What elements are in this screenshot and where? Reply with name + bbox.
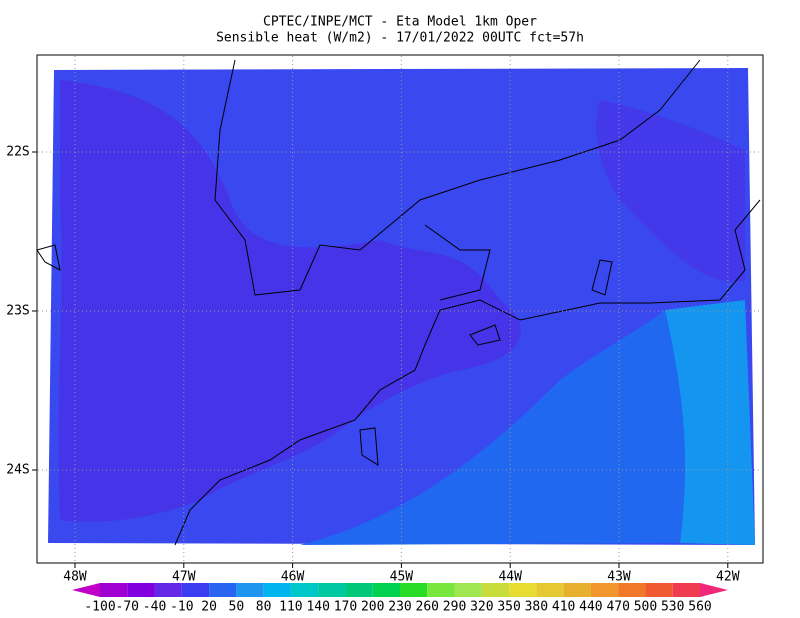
colorbar-box <box>509 583 537 597</box>
coastlines <box>36 59 761 546</box>
colorbar-label: 200 <box>361 600 384 615</box>
colorbar-box <box>100 583 128 597</box>
colorbar-label: 440 <box>579 600 602 615</box>
colorbar-box <box>127 583 155 597</box>
colorbar-box <box>618 583 646 597</box>
lon-label: 47W <box>172 570 196 585</box>
border <box>214 59 701 296</box>
colorbar-box <box>672 583 700 597</box>
colorbar-label: 470 <box>606 600 629 615</box>
field-low <box>58 80 521 522</box>
graticule <box>32 56 762 568</box>
colorbar-label: -70 <box>116 600 139 615</box>
field-low <box>596 100 745 282</box>
axis-labels: 48W 47W 46W 45W 44W 43W 42W 22S 23S 24S <box>6 145 739 585</box>
lon-label: 46W <box>281 570 305 585</box>
lon-label: 43W <box>607 570 631 585</box>
field-high <box>665 300 755 545</box>
lon-label: 48W <box>63 570 87 585</box>
colorbar-label: -100 <box>84 600 115 615</box>
island <box>359 427 379 466</box>
colorbar-label: 230 <box>388 600 411 615</box>
colorbar-label: 320 <box>470 600 493 615</box>
colorbar-box <box>372 583 400 597</box>
colorbar: -100 -70 -40 -10 20 50 80 110 140 170 200 230 260 290… <box>72 583 728 615</box>
island <box>469 324 501 346</box>
colorbar-box <box>454 583 482 597</box>
colorbar-label: -10 <box>170 600 193 615</box>
colorbar-label: -40 <box>143 600 166 615</box>
colorbar-box <box>263 583 291 597</box>
colorbar-label: 80 <box>256 600 272 615</box>
lake <box>36 244 61 271</box>
colorbar-box <box>236 583 264 597</box>
colorbar-box <box>481 583 510 597</box>
colorbar-end <box>700 583 728 597</box>
border <box>424 224 491 301</box>
colorbar-box <box>645 583 673 597</box>
colorbar-box <box>345 583 373 597</box>
colorbar-box <box>209 583 237 597</box>
colorbar-label: 140 <box>306 600 329 615</box>
colorbar-label: 500 <box>634 600 657 615</box>
colorbar-label: 380 <box>525 600 548 615</box>
colorbar-label: 410 <box>552 600 575 615</box>
colorbar-box <box>181 583 210 597</box>
colorbar-label: 290 <box>443 600 466 615</box>
colorbar-label: 530 <box>661 600 684 615</box>
colorbar-box <box>563 583 591 597</box>
colorbar-label: 110 <box>279 600 302 615</box>
lat-label: 23S <box>6 304 29 319</box>
colorbar-box <box>318 583 346 597</box>
lagoon <box>591 259 613 296</box>
colorbar-label: 170 <box>334 600 357 615</box>
field-mid <box>300 310 685 545</box>
coastline <box>174 199 761 546</box>
lat-label: 22S <box>6 145 29 160</box>
colorbar-box <box>400 583 428 597</box>
colorbar-box <box>590 583 619 597</box>
colorbar-box <box>290 583 319 597</box>
colorbar-box <box>536 583 564 597</box>
title-line2: Sensible heat (W/m2) - 17/01/2022 00UTC … <box>216 31 584 46</box>
lat-label: 24S <box>6 463 29 478</box>
title-line1: CPTEC/INPE/MCT - Eta Model 1km Oper <box>263 15 537 30</box>
lon-label: 45W <box>390 570 414 585</box>
colorbar-label: 560 <box>688 600 711 615</box>
colorbar-label: 20 <box>201 600 217 615</box>
colorbar-box <box>427 583 455 597</box>
colorbar-label: 260 <box>416 600 439 615</box>
colorbar-label: 50 <box>229 600 245 615</box>
colorbar-label: 350 <box>497 600 520 615</box>
colorbar-box <box>154 583 182 597</box>
colorbar-end <box>72 583 100 597</box>
lon-label: 42W <box>716 570 740 585</box>
field <box>48 68 755 545</box>
lon-label: 44W <box>498 570 522 585</box>
